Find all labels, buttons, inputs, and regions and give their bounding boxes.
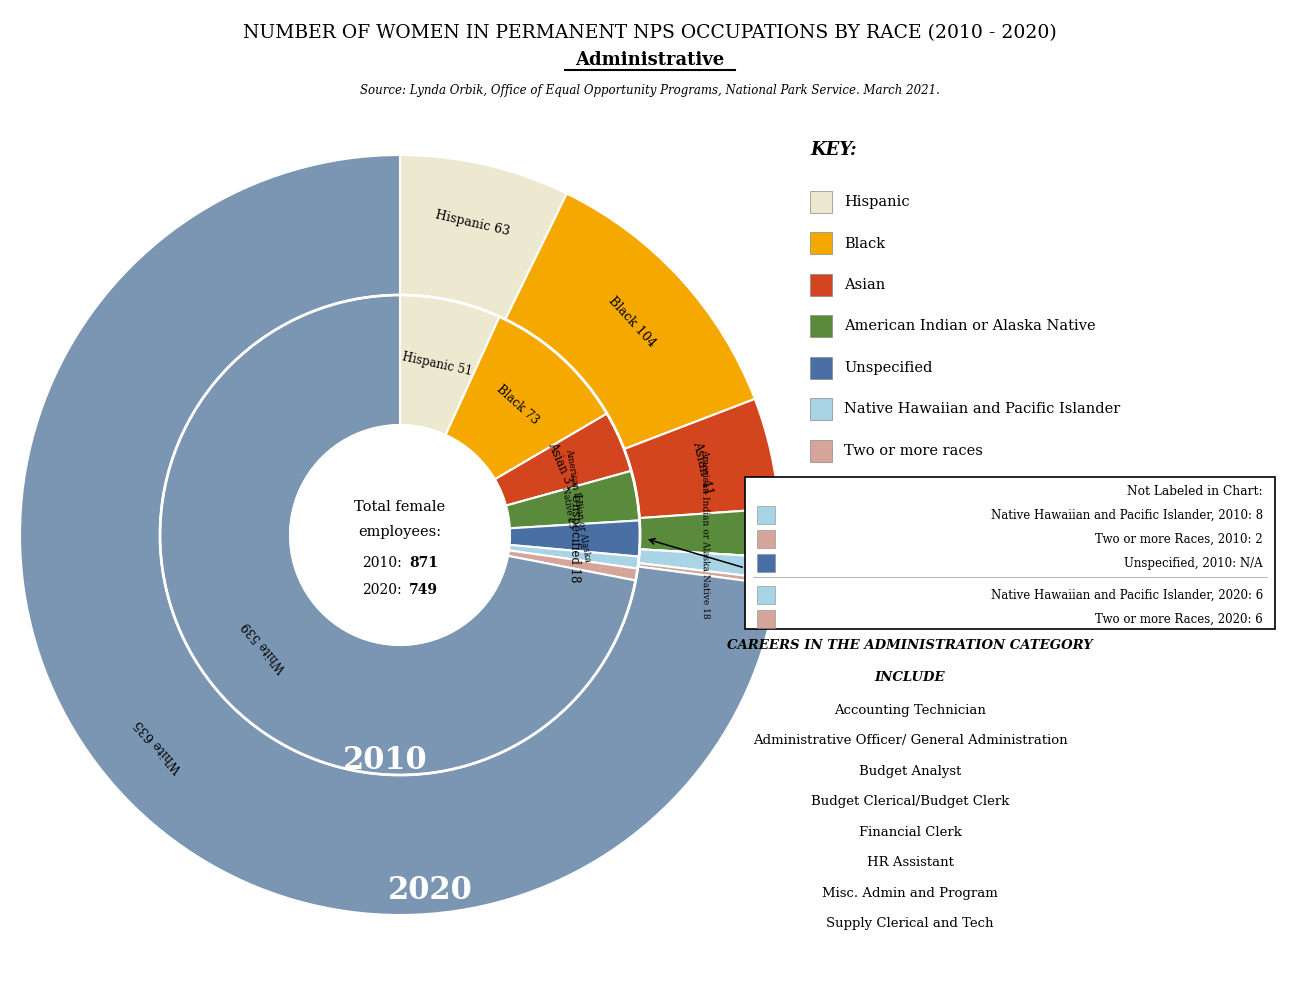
Wedge shape xyxy=(495,413,632,506)
Wedge shape xyxy=(20,155,776,915)
Text: Financial Clerk: Financial Clerk xyxy=(858,825,962,838)
Text: Black 73: Black 73 xyxy=(494,383,541,427)
Bar xyxy=(810,481,832,504)
Text: Black 104: Black 104 xyxy=(606,294,659,350)
Text: Native Hawaiian and Pacific Islander, 2020: 6: Native Hawaiian and Pacific Islander, 20… xyxy=(991,589,1264,602)
Wedge shape xyxy=(446,317,607,479)
Text: Administrative Officer/ General Administration: Administrative Officer/ General Administ… xyxy=(753,734,1067,747)
Wedge shape xyxy=(640,550,779,558)
Circle shape xyxy=(290,425,510,645)
Text: 2020: 2020 xyxy=(387,874,472,906)
Text: Native Hawaiian and Pacific Islander: Native Hawaiian and Pacific Islander xyxy=(844,402,1121,416)
Wedge shape xyxy=(506,194,755,449)
Text: Two or more Races, 2010: 2: Two or more Races, 2010: 2 xyxy=(1096,533,1264,546)
Text: Not Labeled in Chart:: Not Labeled in Chart: xyxy=(1127,484,1264,497)
Wedge shape xyxy=(400,295,499,435)
Text: Total female: Total female xyxy=(355,500,446,514)
Bar xyxy=(757,506,775,524)
Wedge shape xyxy=(508,545,640,569)
Text: CAREERS IN THE ADMINISTRATION CATEGORY: CAREERS IN THE ADMINISTRATION CATEGORY xyxy=(727,638,1093,651)
Text: HR Assistant: HR Assistant xyxy=(867,856,953,869)
Text: 2010:: 2010: xyxy=(361,556,402,570)
Wedge shape xyxy=(506,471,640,529)
Text: Accounting Technician: Accounting Technician xyxy=(835,704,985,717)
Text: Two or more races: Two or more races xyxy=(844,444,983,458)
Text: Hispanic: Hispanic xyxy=(844,195,910,209)
Text: White 539: White 539 xyxy=(240,619,290,674)
Text: Hispanic 51: Hispanic 51 xyxy=(400,350,473,378)
Text: Black: Black xyxy=(844,236,885,250)
Wedge shape xyxy=(400,155,567,320)
Bar xyxy=(810,232,832,254)
Bar xyxy=(810,440,832,462)
Bar xyxy=(757,554,775,572)
Text: Asian 31: Asian 31 xyxy=(545,440,577,492)
Text: NUMBER OF WOMEN IN PERMANENT NPS OCCUPATIONS BY RACE (2010 - 2020): NUMBER OF WOMEN IN PERMANENT NPS OCCUPAT… xyxy=(243,24,1057,42)
Text: Unspecified: Unspecified xyxy=(844,361,932,375)
Text: Native Hawaiian and Pacific Islander, 2010: 8: Native Hawaiian and Pacific Islander, 20… xyxy=(991,509,1264,522)
Text: 2010: 2010 xyxy=(343,745,428,776)
Text: Budget Analyst: Budget Analyst xyxy=(859,765,961,778)
Bar xyxy=(810,399,832,420)
Text: Administrative: Administrative xyxy=(576,51,724,69)
Wedge shape xyxy=(624,399,779,519)
Wedge shape xyxy=(508,551,637,581)
Bar xyxy=(757,530,775,548)
FancyBboxPatch shape xyxy=(745,477,1275,629)
Text: KEY:: KEY: xyxy=(810,141,857,159)
Text: employees:: employees: xyxy=(359,525,442,539)
Text: American Indian or Alaska Native: American Indian or Alaska Native xyxy=(844,320,1096,334)
Wedge shape xyxy=(160,295,636,775)
Text: 871: 871 xyxy=(410,556,438,570)
Text: Supply Clerical and Tech: Supply Clerical and Tech xyxy=(827,917,993,930)
Text: Unspecified 18: Unspecified 18 xyxy=(568,492,582,582)
Bar xyxy=(757,610,775,628)
Wedge shape xyxy=(638,563,777,585)
Bar xyxy=(757,586,775,604)
Bar xyxy=(810,191,832,213)
Text: Asian 41: Asian 41 xyxy=(690,440,715,496)
Bar xyxy=(810,316,832,338)
Wedge shape xyxy=(638,550,779,580)
Bar xyxy=(810,357,832,379)
Wedge shape xyxy=(640,509,780,558)
Text: Source: Lynda Orbik, Office of Equal Opportunity Programs, National Park Service: Source: Lynda Orbik, Office of Equal Opp… xyxy=(360,83,940,96)
Text: White 635: White 635 xyxy=(133,718,186,775)
Text: 2020:: 2020: xyxy=(361,583,402,597)
Text: Misc. Admin and Program: Misc. Admin and Program xyxy=(822,886,998,899)
Text: 749: 749 xyxy=(410,583,438,597)
Text: Asian: Asian xyxy=(844,278,885,292)
Text: Unspecified, 2010: N/A: Unspecified, 2010: N/A xyxy=(1124,557,1264,570)
Text: White: White xyxy=(844,485,888,499)
Wedge shape xyxy=(510,521,640,557)
Text: Budget Clerical/Budget Clerk: Budget Clerical/Budget Clerk xyxy=(811,795,1009,808)
Text: Two or more Races, 2020: 6: Two or more Races, 2020: 6 xyxy=(1095,612,1264,625)
Text: Hispanic 63: Hispanic 63 xyxy=(434,208,511,238)
Text: American Indian or Alaska
Native 25: American Indian or Alaska Native 25 xyxy=(554,448,592,565)
Bar xyxy=(810,274,832,296)
Text: INCLUDE: INCLUDE xyxy=(875,670,945,683)
Text: American Indian or Alaska Native 18: American Indian or Alaska Native 18 xyxy=(699,448,710,618)
